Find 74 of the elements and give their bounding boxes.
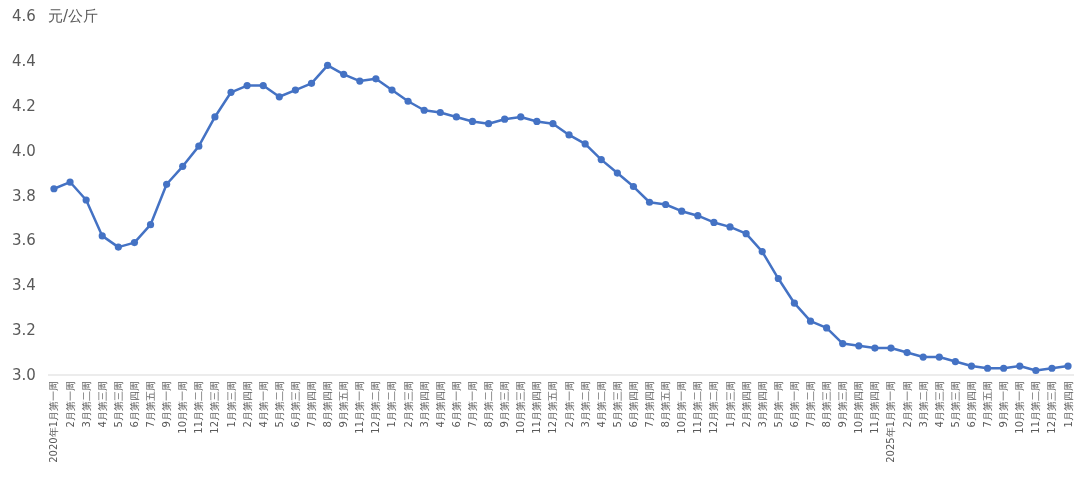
x-tick-label: 1月第四周 (1062, 381, 1074, 428)
x-tick-label: 10月第三周 (515, 381, 527, 434)
x-tick-label: 4月第一周 (257, 381, 269, 428)
x-tick-label: 4月第二周 (595, 381, 607, 428)
y-tick-label: 3.8 (12, 186, 36, 205)
x-tick-label: 12月第三周 (209, 381, 221, 434)
x-tick-label: 11月第四周 (531, 381, 543, 434)
x-tick-label: 2020年1月第一周 (48, 381, 60, 463)
x-tick-label: 6月第四周 (965, 381, 977, 428)
x-tick-label: 6月第一周 (450, 381, 462, 428)
x-tick-label: 7月第一周 (466, 381, 478, 428)
x-tick-label: 8月第四周 (322, 381, 334, 428)
y-tick-label: 3.2 (12, 321, 36, 340)
x-tick-label: 2月第一周 (563, 381, 575, 428)
y-axis-title: 元/公斤 (48, 7, 99, 25)
x-tick-label: 7月第五周 (145, 381, 157, 428)
x-tick-label: 7月第二周 (805, 381, 816, 428)
x-tick-label: 11月第二周 (692, 381, 704, 434)
x-tick-label: 7月第四周 (306, 381, 317, 428)
x-tick-label: 7月第五周 (982, 381, 994, 428)
x-tick-label: 9月第五周 (338, 381, 350, 428)
x-tick-label: 5月第三周 (611, 381, 623, 428)
x-tick-label: 9月第三周 (837, 381, 849, 428)
x-tick-label: 6月第一周 (788, 381, 800, 428)
x-tick-label: 3月第四周 (756, 381, 768, 428)
y-tick-label: 4.6 (12, 7, 36, 25)
x-tick-label: 11月第四周 (869, 381, 881, 434)
x-tick-label: 4月第三周 (96, 381, 108, 428)
x-tick-label: 3月第二周 (579, 381, 591, 428)
x-tick-label: 9月第一周 (998, 381, 1010, 428)
x-tick-label: 10月第四周 (853, 381, 865, 434)
x-tick-label: 10月第一周 (177, 381, 189, 434)
y-tick-label: 3.6 (12, 231, 36, 250)
x-tick-label: 2025年1月第一周 (885, 381, 897, 463)
x-tick-label: 1月第三周 (225, 381, 237, 428)
x-tick-label: 8月第二周 (483, 381, 495, 428)
x-tick-label: 12月第三周 (1046, 381, 1058, 434)
x-tick-label: 2月第一周 (64, 381, 76, 428)
x-tick-label: 6月第四周 (627, 381, 639, 428)
x-tick-label: 9月第三周 (499, 381, 511, 428)
x-tick-label: 10月第一周 (1014, 381, 1026, 434)
x-tick-label: 5月第三周 (112, 381, 124, 428)
x-tick-label: 1月第二周 (386, 381, 398, 428)
x-tick-label: 11月第二周 (193, 381, 205, 434)
x-tick-label: 11月第一周 (354, 381, 366, 434)
x-tick-label: 6月第四周 (128, 381, 140, 428)
y-tick-label: 3.0 (12, 366, 36, 384)
x-tick-label: 9月第一周 (161, 381, 173, 428)
x-tick-label: 3月第二周 (80, 381, 92, 428)
x-tick-label: 2月第四周 (740, 381, 752, 428)
x-tick-label: 1月第三周 (724, 381, 736, 428)
x-tick-label: 5月第三周 (949, 381, 961, 428)
x-tick-label: 12月第二周 (708, 381, 720, 434)
x-tick-label: 12月第五周 (547, 381, 559, 434)
x-tick-label: 10月第一周 (676, 381, 688, 434)
x-tick-label: 7月第四周 (644, 381, 656, 428)
x-tick-label: 2月第四周 (241, 381, 253, 428)
x-tick-label: 8月第五周 (660, 381, 672, 428)
x-tick-label: 3月第四周 (418, 381, 430, 428)
x-tick-label: 5月第二周 (273, 381, 285, 428)
x-tick-label: 8月第三周 (821, 381, 833, 428)
x-tick-label: 3月第二周 (917, 381, 929, 428)
x-tick-label: 5月第一周 (772, 381, 784, 428)
y-tick-label: 3.4 (12, 276, 36, 295)
x-tick-label: 11月第二周 (1030, 381, 1042, 434)
x-tick-label: 6月第三周 (289, 381, 301, 428)
x-tick-label: 12月第二周 (370, 381, 382, 434)
x-tick-label: 4月第三周 (933, 381, 945, 428)
x-tick-label: 4月第四周 (434, 381, 446, 428)
y-tick-label: 4.2 (12, 96, 36, 115)
y-tick-label: 4.0 (12, 141, 36, 160)
x-tick-label: 2月第一周 (901, 381, 913, 428)
x-tick-label: 2月第三周 (402, 381, 414, 428)
y-tick-label: 4.4 (12, 51, 36, 70)
